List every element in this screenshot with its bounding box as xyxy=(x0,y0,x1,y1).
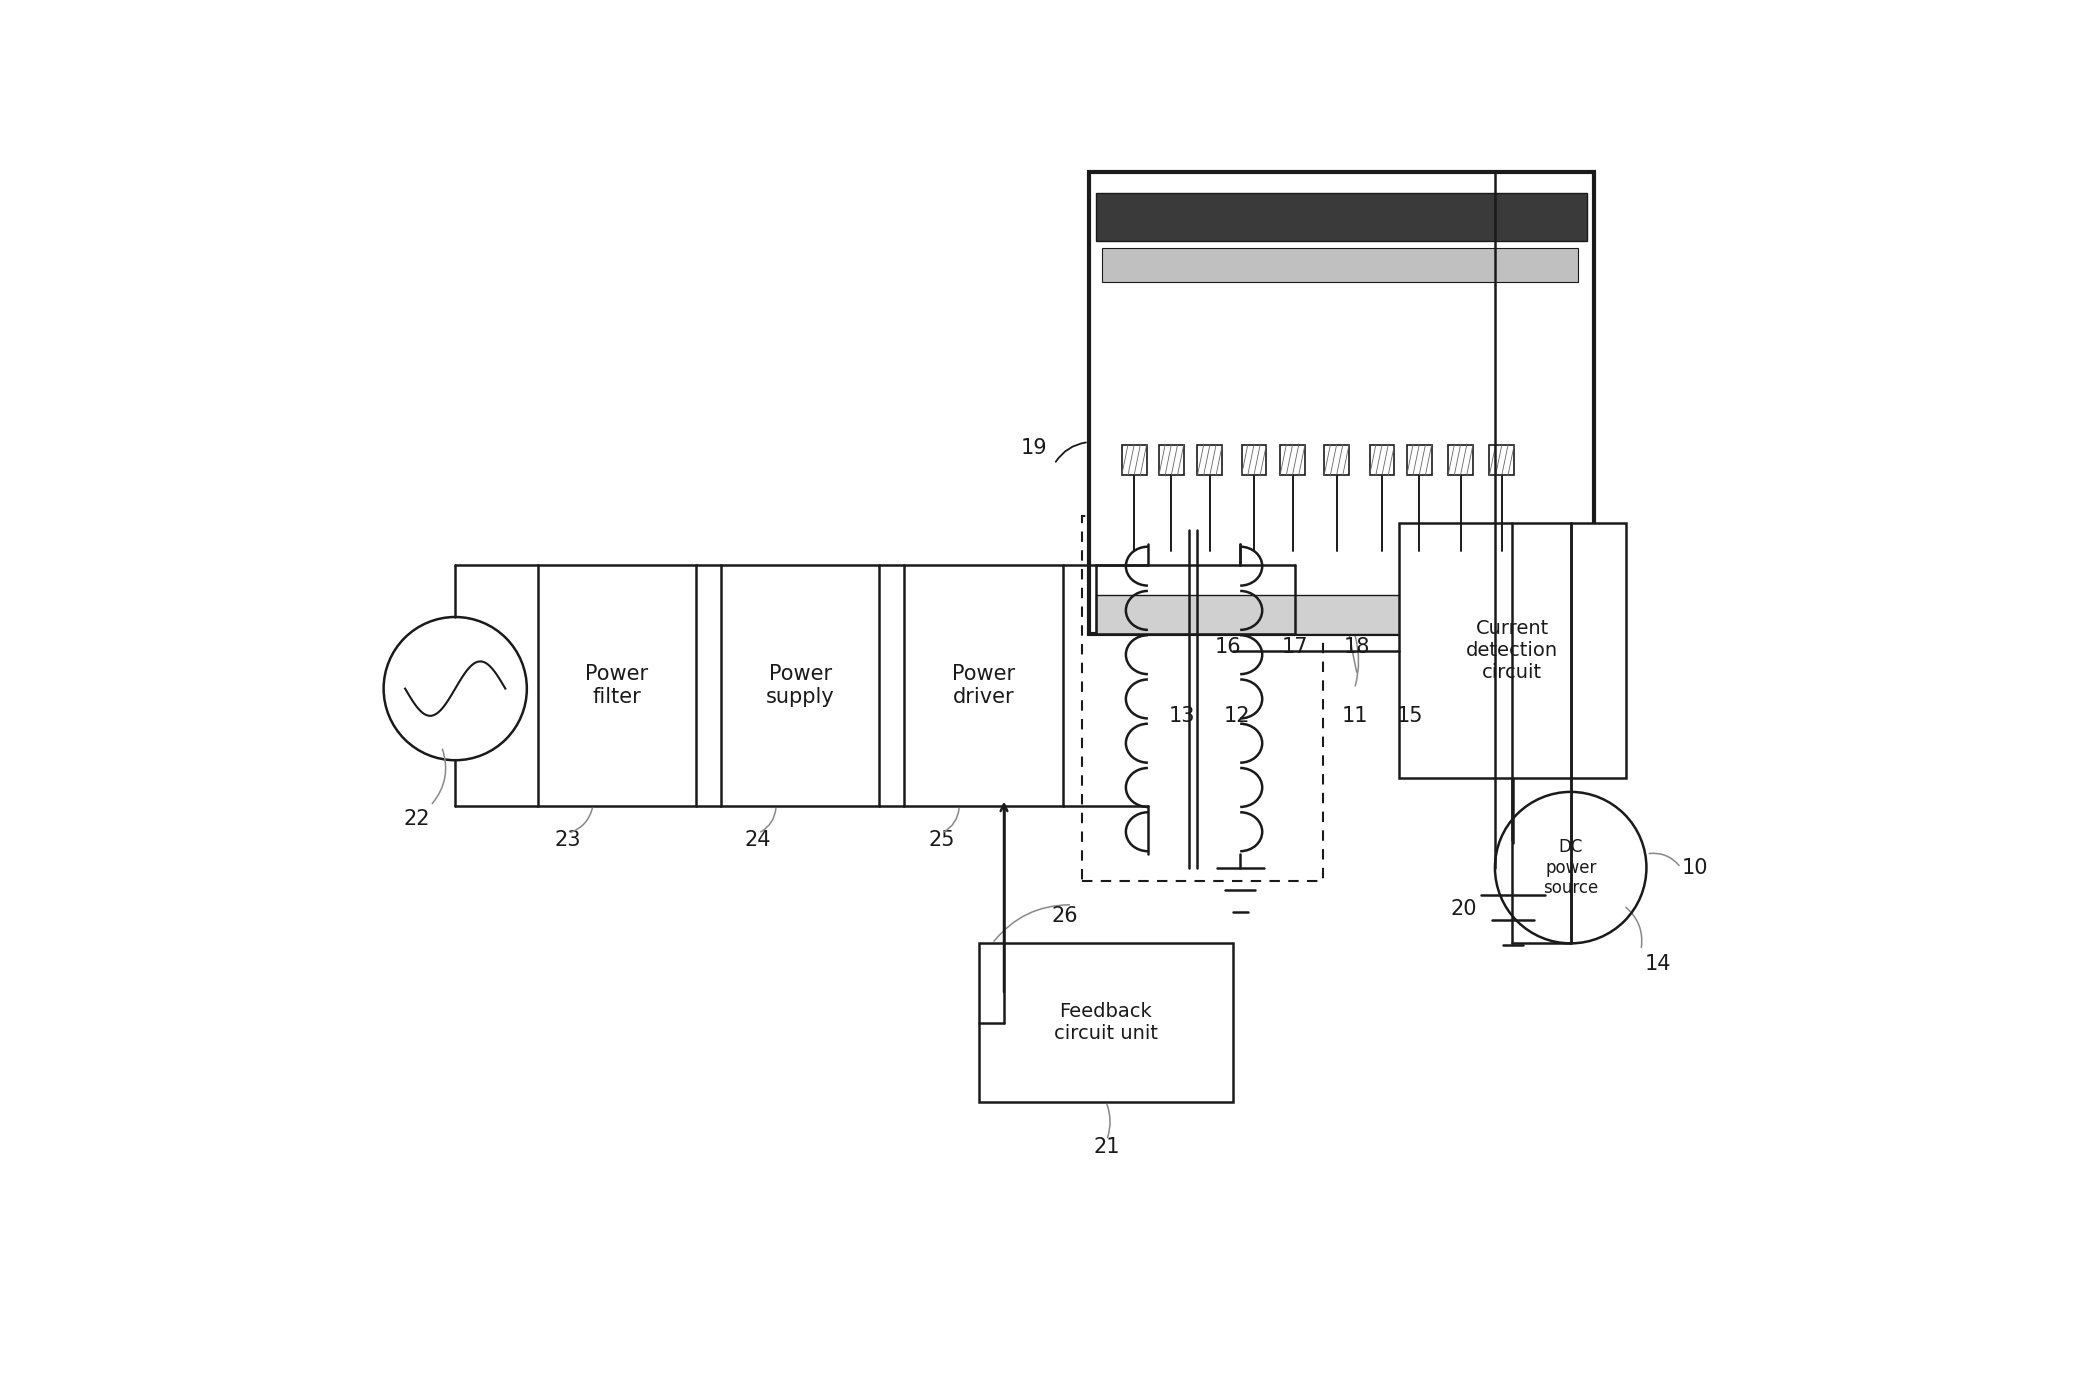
Text: 13: 13 xyxy=(1170,707,1197,726)
Text: Power
supply: Power supply xyxy=(766,664,834,707)
FancyArrowPatch shape xyxy=(1328,175,1357,672)
Text: Feedback
circuit unit: Feedback circuit unit xyxy=(1053,1002,1157,1043)
Text: 10: 10 xyxy=(1681,858,1709,878)
Bar xyxy=(1448,445,1473,476)
FancyArrowPatch shape xyxy=(1355,636,1359,686)
Text: DC
power
source: DC power source xyxy=(1544,837,1598,897)
Bar xyxy=(1197,445,1222,476)
FancyArrowPatch shape xyxy=(995,904,1070,942)
FancyArrowPatch shape xyxy=(1648,853,1679,865)
Text: 15: 15 xyxy=(1396,707,1423,726)
FancyArrowPatch shape xyxy=(1199,175,1228,672)
Text: 24: 24 xyxy=(745,830,772,850)
Bar xyxy=(1159,445,1184,476)
Bar xyxy=(978,943,1234,1102)
Bar xyxy=(1490,445,1515,476)
Bar xyxy=(537,565,697,805)
FancyArrowPatch shape xyxy=(1055,442,1086,462)
Text: 17: 17 xyxy=(1282,637,1309,658)
Text: 18: 18 xyxy=(1344,637,1371,658)
Bar xyxy=(1407,445,1432,476)
Bar xyxy=(1088,172,1594,633)
Bar xyxy=(1082,516,1324,882)
FancyArrowPatch shape xyxy=(1238,636,1242,686)
Bar xyxy=(720,565,880,805)
Bar xyxy=(1122,445,1147,476)
FancyArrowPatch shape xyxy=(1267,175,1294,672)
Text: Power
driver: Power driver xyxy=(951,664,1016,707)
Bar xyxy=(1280,445,1305,476)
FancyArrowPatch shape xyxy=(1184,636,1186,686)
Bar xyxy=(1369,445,1394,476)
Text: 25: 25 xyxy=(928,830,955,850)
Text: 19: 19 xyxy=(1020,438,1047,458)
FancyArrowPatch shape xyxy=(1411,636,1413,686)
Text: 22: 22 xyxy=(404,810,431,829)
Text: 16: 16 xyxy=(1215,637,1240,658)
Bar xyxy=(1242,445,1267,476)
Bar xyxy=(903,565,1063,805)
Text: 26: 26 xyxy=(1053,906,1078,926)
Text: 21: 21 xyxy=(1093,1138,1120,1157)
Text: Power
filter: Power filter xyxy=(585,664,649,707)
Text: Current
detection
circuit: Current detection circuit xyxy=(1467,619,1559,682)
Text: 23: 23 xyxy=(556,830,581,850)
Bar xyxy=(1095,193,1588,241)
FancyArrowPatch shape xyxy=(1625,907,1642,947)
Bar xyxy=(1324,445,1348,476)
Text: 20: 20 xyxy=(1450,899,1478,919)
Bar xyxy=(1398,523,1625,778)
Text: 11: 11 xyxy=(1342,707,1367,726)
Bar xyxy=(1103,248,1577,282)
Text: 12: 12 xyxy=(1224,707,1251,726)
Bar xyxy=(1095,595,1588,633)
Text: 14: 14 xyxy=(1644,954,1671,974)
